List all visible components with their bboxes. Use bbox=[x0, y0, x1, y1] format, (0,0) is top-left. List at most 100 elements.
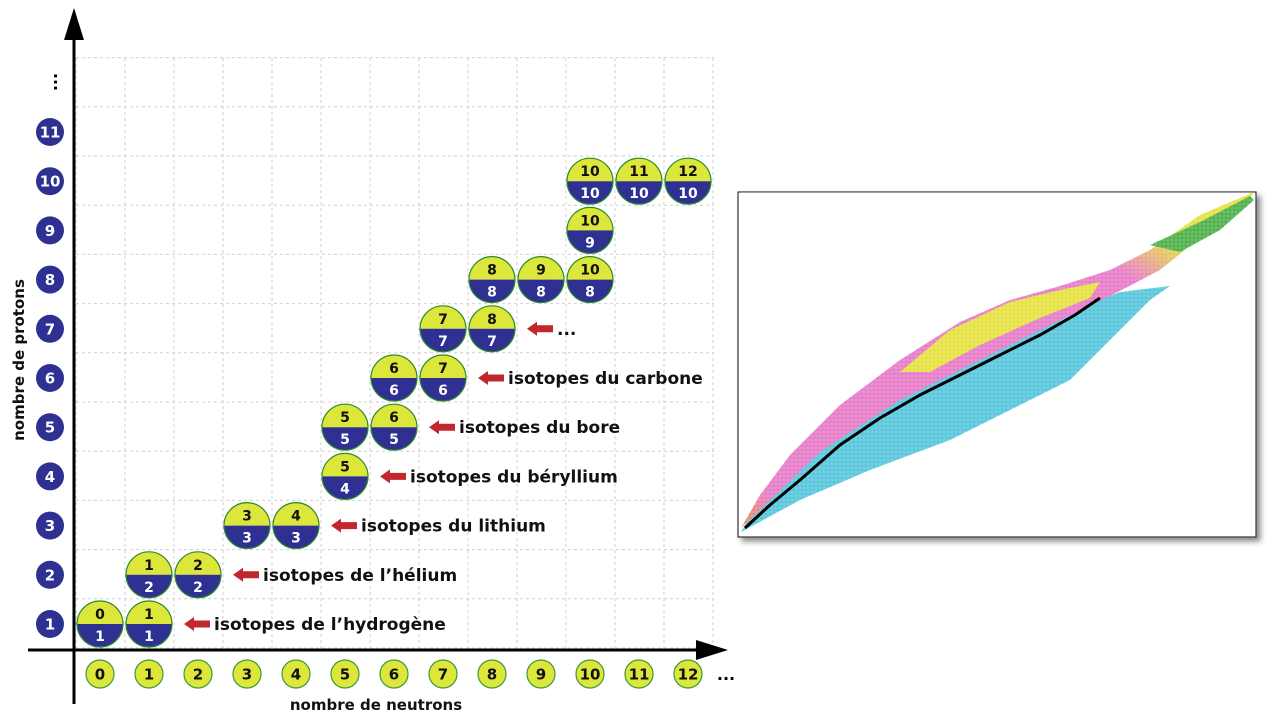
isotope-label-text: isotopes du lithium bbox=[361, 517, 546, 537]
y-axis-ellipsis: ... bbox=[50, 73, 69, 91]
nuclide-circle: 11 bbox=[125, 600, 173, 648]
nuclide-top-number: 1 bbox=[144, 558, 154, 574]
x-tick-label: 8 bbox=[487, 666, 497, 684]
nuclide-circle: 66 bbox=[370, 354, 418, 402]
nuclide-circle: 54 bbox=[321, 452, 369, 500]
nuclide-top-number: 10 bbox=[580, 164, 600, 180]
nuclide-outline bbox=[174, 551, 222, 599]
x-axis-arrowhead bbox=[696, 640, 728, 660]
x-axis-ellipsis: ... bbox=[717, 665, 735, 684]
nuclide-bottom-half bbox=[322, 476, 368, 500]
nuclide-bottom-half bbox=[371, 427, 417, 451]
nuclide-top-half bbox=[665, 158, 711, 182]
nuclide-top-half bbox=[224, 502, 270, 526]
nuclide-outline bbox=[321, 452, 369, 500]
nuclide-bottom-half bbox=[371, 378, 417, 401]
y-tick-badge bbox=[36, 118, 64, 146]
nuclide-top-number: 6 bbox=[389, 361, 399, 377]
y-tick-badge bbox=[36, 364, 64, 392]
nuclide-top-half bbox=[420, 305, 466, 329]
x-tick-badge bbox=[624, 659, 654, 689]
y-tick-label: 6 bbox=[45, 370, 55, 388]
x-tick-badges: 0 1 2 3 4 5 6 7 8 9 10 11 12 bbox=[85, 659, 703, 689]
x-tick-label: 4 bbox=[291, 666, 301, 684]
x-tick-badge bbox=[281, 659, 311, 689]
nuclide-bottom-number: 2 bbox=[144, 580, 154, 596]
nuclide-outline bbox=[370, 403, 418, 451]
isotope-label: ... bbox=[527, 320, 576, 340]
nuclide-bottom-number: 10 bbox=[678, 186, 698, 202]
y-tick-label: 1 bbox=[45, 616, 55, 634]
x-tick-label: 0 bbox=[95, 666, 105, 684]
nuclide-top-half bbox=[371, 404, 417, 428]
nuclide-circle: 87 bbox=[468, 305, 516, 353]
nuclide-top-number: 7 bbox=[438, 361, 448, 377]
nuclide-circle: 01 bbox=[76, 600, 124, 648]
y-tick-badge bbox=[36, 167, 64, 196]
nuclide-top-number: 8 bbox=[487, 263, 497, 279]
nuclide-outline bbox=[419, 305, 467, 353]
x-tick-badge bbox=[330, 659, 360, 689]
nuclide-bottom-number: 8 bbox=[487, 285, 497, 301]
nuclide-bottom-number: 10 bbox=[629, 186, 649, 202]
nuclide-bottom-half bbox=[469, 279, 515, 303]
nuclide-bottom-number: 10 bbox=[580, 186, 600, 202]
x-tick-label: 11 bbox=[629, 666, 650, 684]
x-tick-badge bbox=[232, 659, 262, 689]
isotope-label: isotopes du béryllium bbox=[380, 467, 618, 487]
left-arrow-icon bbox=[380, 469, 406, 484]
nuclide-bottom-half bbox=[567, 230, 613, 254]
left-arrow-icon bbox=[331, 518, 357, 533]
isotope-label-text: ... bbox=[557, 320, 576, 340]
isotope-label: isotopes de l’hydrogène bbox=[184, 615, 446, 635]
isotope-label: isotopes du carbone bbox=[478, 369, 703, 389]
nuclide-bottom-number: 6 bbox=[389, 383, 399, 399]
nuclide-bottom-half bbox=[175, 574, 221, 598]
nuclide-bottom-number: 8 bbox=[536, 285, 546, 301]
x-tick-badge bbox=[379, 659, 409, 689]
nuclide-bottom-number: 5 bbox=[340, 432, 350, 448]
nuclide-outline bbox=[76, 600, 124, 648]
nuclide-outline bbox=[566, 256, 614, 304]
nuclide-outline bbox=[468, 305, 516, 353]
nuclide-outline bbox=[370, 354, 418, 402]
nuclide-bottom-number: 3 bbox=[242, 531, 252, 547]
nuclide-outline bbox=[272, 501, 320, 550]
y-tick-badge bbox=[36, 511, 64, 540]
x-tick-label: 2 bbox=[193, 666, 203, 684]
isotope-label: isotopes du lithium bbox=[331, 517, 546, 537]
nuclide-outline bbox=[125, 600, 173, 648]
nuclide-bottom-number: 8 bbox=[585, 285, 595, 301]
isotope-labels: isotopes de l’hydrogène isotopes de l’hél… bbox=[184, 320, 703, 635]
nuclide-top-number: 11 bbox=[629, 164, 648, 180]
nuclide-top-half bbox=[469, 256, 515, 280]
nuclide-circle: 55 bbox=[321, 403, 369, 451]
nuclide-bottom-half bbox=[616, 181, 662, 205]
nuclide-circle: 108 bbox=[566, 256, 614, 304]
nuclide-bottom-half bbox=[469, 328, 515, 352]
nuclide-top-half bbox=[126, 601, 172, 624]
nuclide-outline bbox=[223, 501, 271, 550]
nuclide-outline bbox=[615, 157, 663, 205]
y-tick-badge bbox=[36, 265, 64, 294]
nuclide-outline bbox=[468, 256, 516, 304]
nuclide-outline bbox=[419, 354, 467, 402]
nuclide-bottom-number: 3 bbox=[291, 531, 301, 547]
nuclide-top-half bbox=[567, 158, 613, 182]
nuclide-top-number: 6 bbox=[389, 410, 399, 426]
y-tick-badges: 1 2 3 4 5 6 7 8 9 10 11 bbox=[36, 118, 64, 638]
nuclide-top-half bbox=[371, 355, 417, 378]
nuclide-bottom-number: 4 bbox=[340, 481, 350, 497]
y-tick-label: 7 bbox=[45, 320, 55, 338]
isotope-label: isotopes du bore bbox=[429, 418, 620, 438]
nuclide-circle: 88 bbox=[468, 256, 516, 304]
nuclide-bottom-number: 1 bbox=[144, 629, 154, 645]
left-arrow-icon bbox=[233, 567, 259, 582]
nuclide-top-half bbox=[469, 305, 515, 329]
x-tick-badge bbox=[85, 659, 115, 689]
nuclide-bottom-number: 2 bbox=[193, 580, 203, 596]
y-tick-badge bbox=[36, 314, 64, 343]
